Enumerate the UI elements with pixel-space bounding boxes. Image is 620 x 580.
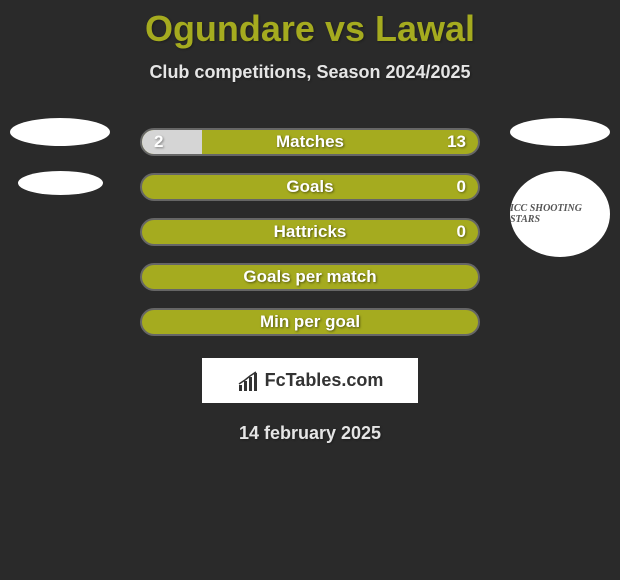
right-avatars: ICC SHOOTING STARS (510, 118, 610, 257)
stats-bars: 2 Matches 13 Goals 0 Hattricks 0 Goals p… (140, 128, 480, 336)
stat-bar-hattricks: Hattricks 0 (140, 218, 480, 246)
left-avatar-player (10, 118, 110, 146)
bar-label: Min per goal (260, 312, 360, 332)
date-text: 14 february 2025 (0, 423, 620, 444)
bar-label: Hattricks (274, 222, 347, 242)
brand-text: FcTables.com (265, 370, 384, 391)
left-avatars (10, 118, 110, 195)
left-avatar-club (18, 171, 103, 195)
bar-label: Matches (276, 132, 344, 152)
bar-value-right: 13 (447, 132, 466, 152)
bar-label: Goals (286, 177, 333, 197)
right-avatar-player (510, 118, 610, 146)
stat-bar-min-per-goal: Min per goal (140, 308, 480, 336)
stat-bar-goals: Goals 0 (140, 173, 480, 201)
bar-value-left: 2 (154, 132, 163, 152)
bar-label: Goals per match (243, 267, 376, 287)
bar-fill (142, 130, 202, 154)
bar-value-right: 0 (457, 177, 466, 197)
stat-bar-goals-per-match: Goals per match (140, 263, 480, 291)
stat-bar-matches: 2 Matches 13 (140, 128, 480, 156)
page-subtitle: Club competitions, Season 2024/2025 (0, 62, 620, 83)
bar-value-right: 0 (457, 222, 466, 242)
club-logo-text: ICC SHOOTING STARS (510, 203, 610, 225)
brand-box[interactable]: FcTables.com (202, 358, 418, 403)
chart-icon (237, 371, 261, 391)
page-title: Ogundare vs Lawal (0, 8, 620, 50)
right-avatar-club: ICC SHOOTING STARS (510, 171, 610, 257)
